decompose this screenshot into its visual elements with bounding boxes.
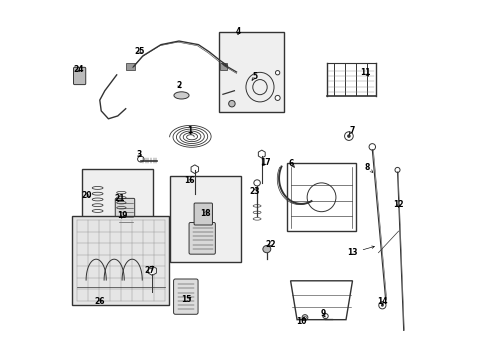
Bar [81, 169, 153, 219]
Text: 10: 10 [296, 317, 306, 325]
Ellipse shape [253, 180, 260, 186]
Circle shape [378, 302, 385, 309]
Text: 18: 18 [200, 209, 210, 217]
Circle shape [380, 304, 383, 307]
Text: 17: 17 [260, 158, 270, 167]
Bar [286, 163, 355, 231]
Text: 15: 15 [181, 295, 191, 304]
Text: 4: 4 [235, 27, 240, 36]
Text: 9: 9 [320, 310, 325, 319]
Text: 27: 27 [144, 266, 155, 275]
Ellipse shape [263, 246, 270, 253]
Circle shape [344, 132, 352, 140]
FancyBboxPatch shape [115, 198, 134, 226]
FancyBboxPatch shape [173, 279, 198, 314]
Text: 8: 8 [364, 163, 372, 172]
Text: 26: 26 [94, 297, 105, 306]
Text: 1: 1 [186, 126, 192, 135]
Text: 11: 11 [359, 68, 369, 77]
Text: 23: 23 [249, 187, 259, 196]
Text: 2: 2 [176, 81, 181, 90]
Ellipse shape [322, 314, 327, 319]
Text: 25: 25 [134, 47, 144, 56]
Text: 3: 3 [137, 150, 142, 159]
Text: 20: 20 [81, 191, 92, 199]
Ellipse shape [275, 71, 279, 75]
FancyBboxPatch shape [194, 203, 212, 225]
Ellipse shape [302, 315, 307, 320]
Bar [220, 63, 227, 70]
Ellipse shape [137, 156, 144, 162]
Text: 24: 24 [73, 65, 83, 74]
Ellipse shape [228, 100, 235, 107]
Ellipse shape [174, 92, 189, 99]
Text: 12: 12 [392, 200, 403, 209]
Ellipse shape [275, 95, 280, 100]
Circle shape [394, 167, 399, 172]
Ellipse shape [287, 199, 296, 203]
Text: 5: 5 [251, 72, 257, 81]
Bar [126, 63, 135, 70]
Bar [219, 32, 284, 112]
Text: 6: 6 [288, 159, 294, 168]
FancyBboxPatch shape [73, 67, 85, 85]
Circle shape [346, 134, 350, 138]
Text: 14: 14 [376, 297, 386, 306]
Text: 13: 13 [346, 246, 374, 257]
Text: 16: 16 [184, 176, 195, 185]
Bar [169, 176, 241, 262]
Text: 21: 21 [114, 194, 124, 203]
Text: 22: 22 [264, 240, 275, 248]
Text: 19: 19 [117, 211, 128, 220]
Text: 7: 7 [348, 126, 354, 135]
Circle shape [368, 144, 375, 150]
FancyBboxPatch shape [189, 222, 215, 254]
Bar [72, 216, 168, 305]
